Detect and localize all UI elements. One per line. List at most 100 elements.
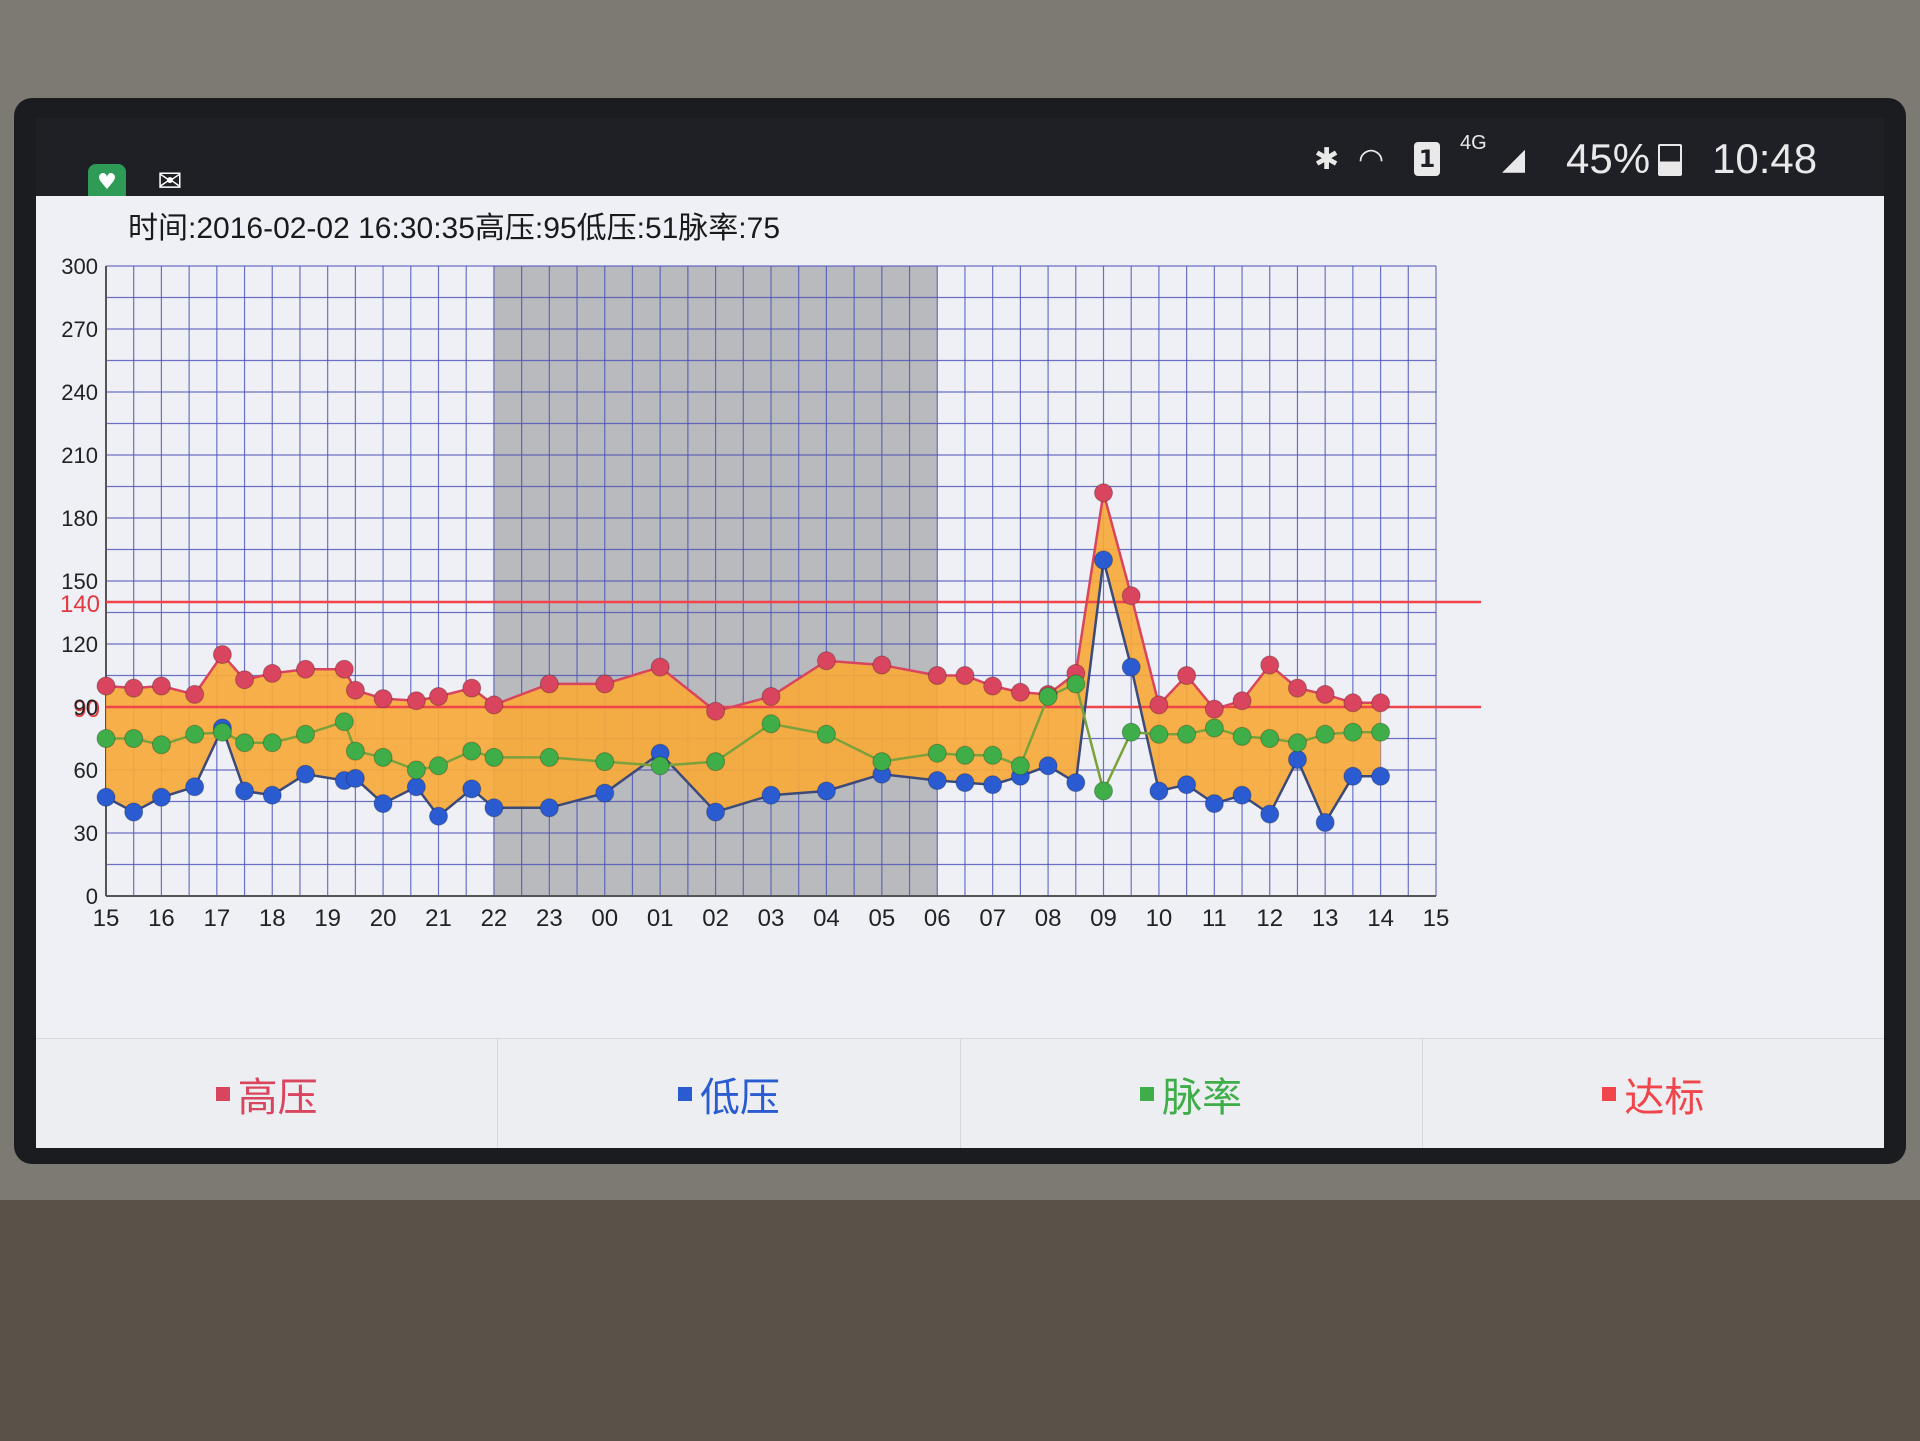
legend-item-target[interactable]: 达标 <box>1423 1039 1884 1148</box>
data-point-diastolic <box>1343 766 1363 786</box>
data-point-systolic <box>96 676 116 696</box>
data-point-pulse <box>1094 781 1113 801</box>
data-point-diastolic <box>462 779 482 799</box>
data-point-pulse <box>124 729 144 748</box>
y-tick-label: 60 <box>74 758 98 783</box>
data-point-pulse <box>650 756 670 776</box>
legend-label-systolic: 高压 <box>237 1075 318 1121</box>
data-point-diastolic <box>296 764 315 784</box>
data-point-systolic <box>429 687 448 706</box>
data-point-diastolic <box>955 773 975 793</box>
heart-monitor-icon[interactable]: ♥ <box>88 164 126 202</box>
data-point-diastolic <box>406 777 426 797</box>
data-point-diastolic <box>1121 657 1141 677</box>
data-point-systolic <box>334 659 354 679</box>
data-point-pulse <box>262 733 282 753</box>
data-point-systolic <box>761 687 781 706</box>
data-point-pulse <box>151 735 171 755</box>
data-point-pulse <box>185 724 205 744</box>
data-point-systolic <box>151 676 171 696</box>
data-point-diastolic <box>1066 773 1086 793</box>
data-point-pulse <box>983 745 1003 765</box>
data-point-diastolic <box>595 783 615 803</box>
data-point-diastolic <box>262 785 282 805</box>
data-point-pulse <box>345 741 365 761</box>
data-point-diastolic <box>927 771 947 790</box>
legend-item-diastolic[interactable]: 低压 <box>498 1039 961 1148</box>
x-tick-label: 14 <box>1367 905 1394 932</box>
data-point-systolic <box>816 651 836 671</box>
data-point-pulse <box>1204 718 1224 738</box>
wifi-icon: ◠ <box>1358 142 1385 177</box>
data-point-pulse <box>406 760 426 780</box>
legend-item-pulse[interactable]: 脉率 <box>961 1039 1423 1148</box>
data-point-diastolic <box>539 798 559 818</box>
data-point-systolic <box>406 691 426 711</box>
x-tick-label: 00 <box>591 905 618 932</box>
data-point-systolic <box>927 666 947 685</box>
x-tick-label: 10 <box>1146 905 1173 932</box>
legend-label-target: 达标 <box>1624 1075 1705 1121</box>
data-point-pulse <box>334 712 354 732</box>
data-point-systolic <box>955 666 975 685</box>
data-point-systolic <box>706 701 726 721</box>
data-point-pulse <box>1315 724 1335 744</box>
data-point-pulse <box>706 752 726 772</box>
y-tick-label: 180 <box>61 506 98 531</box>
legend-swatch-pulse <box>1140 1087 1155 1101</box>
chart-readout: 时间:2016-02-02 16:30:35高压:95低压:51脉率:75 <box>128 212 780 245</box>
y-tick-label: 210 <box>61 443 98 468</box>
data-point-systolic <box>373 689 393 709</box>
pressure-band-fill <box>106 492 1381 823</box>
x-tick-label: 19 <box>314 905 341 932</box>
x-tick-label: 04 <box>813 905 840 932</box>
data-point-pulse <box>212 722 232 742</box>
data-point-diastolic <box>185 777 205 797</box>
data-point-systolic <box>1177 666 1197 685</box>
x-tick-label: 16 <box>148 905 175 932</box>
pressure-band-layer <box>106 492 1381 823</box>
data-point-systolic <box>235 670 255 690</box>
x-tick-label: 07 <box>979 905 1006 932</box>
data-point-systolic <box>1260 655 1280 675</box>
x-tick-label: 21 <box>425 905 452 932</box>
data-point-diastolic <box>1038 756 1058 776</box>
y-tick-label: 30 <box>74 821 98 846</box>
data-point-systolic <box>296 659 315 679</box>
data-point-systolic <box>484 695 504 715</box>
chart-legend: 高压 低压 脉率 达标 <box>36 1038 1884 1148</box>
y-tick-label: 270 <box>61 317 98 342</box>
mail-icon[interactable]: ✉ <box>157 164 183 199</box>
data-point-systolic <box>650 657 670 677</box>
data-point-pulse <box>872 752 892 772</box>
data-point-systolic <box>983 676 1003 696</box>
data-point-pulse <box>539 747 559 767</box>
data-point-systolic <box>1315 684 1335 704</box>
y-tick-label: 300 <box>61 254 98 279</box>
data-point-diastolic <box>1232 785 1252 805</box>
data-point-pulse <box>1010 756 1030 776</box>
y-tick-label: 120 <box>61 632 98 657</box>
data-point-pulse <box>1232 726 1252 746</box>
data-point-diastolic <box>151 787 171 807</box>
chart-area: 140 90 0 30 60 90 120 150 180 210 240 270 300 15 16 17… <box>36 196 1884 1148</box>
x-tick-label: 13 <box>1312 905 1339 932</box>
legend-item-systolic[interactable]: 高压 <box>36 1039 499 1148</box>
data-point-diastolic <box>1204 794 1224 814</box>
legend-swatch-systolic <box>215 1087 230 1101</box>
table-surface <box>0 1200 1920 1441</box>
data-point-pulse <box>955 745 975 765</box>
data-point-systolic <box>1204 699 1224 719</box>
data-point-systolic <box>1121 586 1141 606</box>
data-point-diastolic <box>1260 804 1280 824</box>
x-tick-label: 15 <box>1423 905 1450 932</box>
phone-screen: ♥ ✉ ✱ ◠ 1 4G ◢ 45% 10:48 140 90 0 30 60 90 12… <box>36 118 1884 1148</box>
y-tick-label: 150 <box>61 569 98 594</box>
data-point-diastolic <box>816 781 836 801</box>
data-point-pulse <box>1121 722 1141 742</box>
x-tick-label: 05 <box>868 905 895 932</box>
data-point-pulse <box>1260 729 1280 748</box>
data-point-diastolic <box>96 787 116 807</box>
data-point-diastolic <box>1315 813 1335 832</box>
